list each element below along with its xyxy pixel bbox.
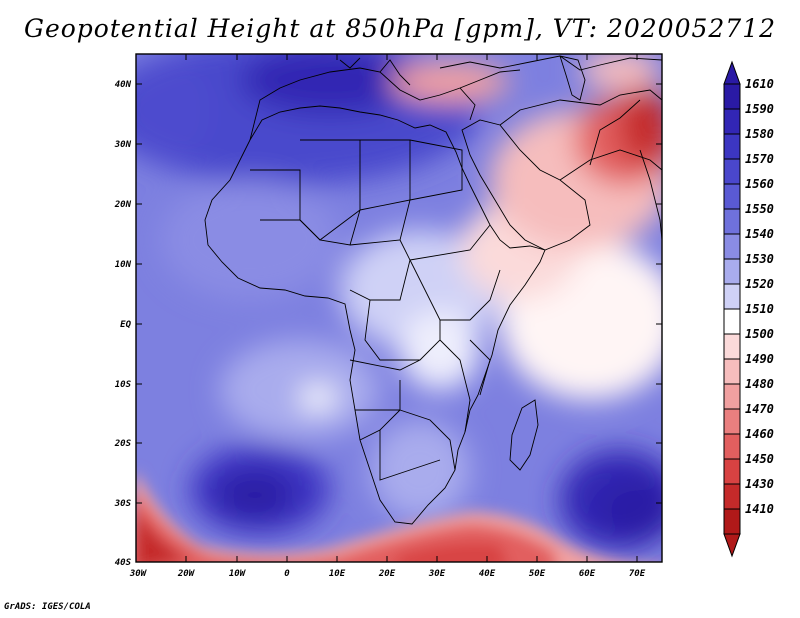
lon-label-20e: 20E — [378, 569, 396, 579]
height-field — [136, 54, 662, 562]
colorbar-swatch-1470 — [723, 408, 741, 435]
colorbar-swatch-1550 — [723, 208, 741, 235]
colorbar-swatch-1490 — [723, 358, 741, 385]
coastlines — [204, 55, 662, 525]
footer-credit: GrADS: IGES/COLA — [4, 602, 91, 612]
colorbar-label-1540: 1540 — [745, 227, 774, 241]
colorbar-bottom-arrow — [723, 533, 741, 558]
colorbar-swatch-1560 — [723, 183, 741, 210]
colorbar-swatch-1410 — [723, 508, 741, 535]
colorbar-swatch-1500 — [723, 333, 741, 360]
colorbar-label-1410: 1410 — [745, 502, 774, 516]
colorbar-swatch-1580 — [723, 133, 741, 160]
colorbar-swatch-1570 — [723, 158, 741, 185]
lon-label-50e: 50E — [529, 569, 546, 579]
lat-labels: 40N 30N 20N 10N EQ 10S 20S 30S 40S — [114, 80, 132, 568]
lat-label-10s: 10S — [115, 380, 132, 390]
colorbar-label-1590: 1590 — [745, 102, 774, 116]
lon-label-70e: 70E — [629, 569, 646, 579]
colorbar-label-1500: 1500 — [745, 327, 774, 341]
lon-label-0: 0 — [284, 569, 290, 579]
colorbar-swatch-1610 — [723, 83, 741, 110]
colorbar-swatch-1480 — [723, 383, 741, 410]
colorbar-label-1510: 1510 — [745, 302, 774, 316]
colorbar-swatch-1430 — [723, 483, 741, 510]
colorbar-swatch-1540 — [723, 233, 741, 260]
colorbar: 1610 1590 1580 1570 1560 1550 1540 1530 1520 1510… — [723, 60, 774, 558]
lat-label-20n: 20N — [114, 200, 132, 210]
colorbar-label-1460: 1460 — [745, 427, 774, 441]
lon-label-40e: 40E — [479, 569, 496, 579]
colorbar-swatch-1450 — [723, 458, 741, 485]
lon-labels: 30W 20W 10W 0 10E 20E 30E 40E 50E 60E 70… — [129, 569, 646, 579]
lat-axis — [136, 83, 662, 504]
colorbar-label-1550: 1550 — [745, 202, 774, 216]
lon-label-30w: 30W — [129, 569, 148, 579]
colorbar-label-1480: 1480 — [745, 377, 774, 391]
map-frame — [135, 53, 663, 563]
lon-label-10e: 10E — [329, 569, 346, 579]
colorbar-swatch-1510 — [723, 308, 741, 335]
colorbar-label-1530: 1530 — [745, 252, 774, 266]
lon-axis — [185, 54, 638, 562]
lat-label-30n: 30N — [114, 140, 132, 150]
lat-label-eq: EQ — [120, 320, 131, 330]
lat-label-40n: 40N — [115, 80, 132, 90]
colorbar-swatch-1590 — [723, 108, 741, 135]
colorbar-label-1490: 1490 — [745, 352, 774, 366]
lon-label-30e: 30E — [428, 569, 446, 579]
lat-label-40s: 40S — [115, 558, 132, 568]
colorbar-label-1580: 1580 — [745, 127, 774, 141]
colorbar-label-1450: 1450 — [745, 452, 774, 466]
colorbar-label-1470: 1470 — [745, 402, 774, 416]
lat-label-10n: 10N — [115, 260, 132, 270]
colorbar-swatch-1460 — [723, 433, 741, 460]
colorbar-swatch-1520 — [723, 283, 741, 310]
lon-label-60e: 60E — [579, 569, 596, 579]
lon-label-10w: 10W — [229, 569, 247, 579]
colorbar-top-arrow — [723, 60, 741, 85]
colorbar-label-1520: 1520 — [745, 277, 774, 291]
map-title: Geopotential Height at 850hPa [gpm], VT:… — [23, 14, 777, 43]
colorbar-label-1570: 1570 — [745, 152, 774, 166]
lat-label-30s: 30S — [114, 499, 132, 509]
colorbar-swatch-1530 — [723, 258, 741, 285]
colorbar-label-1610: 1610 — [745, 77, 774, 91]
colorbar-label-1560: 1560 — [745, 177, 774, 191]
lat-label-20s: 20S — [114, 439, 132, 449]
colorbar-label-1430: 1430 — [745, 477, 774, 491]
lon-label-20w: 20W — [177, 569, 196, 579]
